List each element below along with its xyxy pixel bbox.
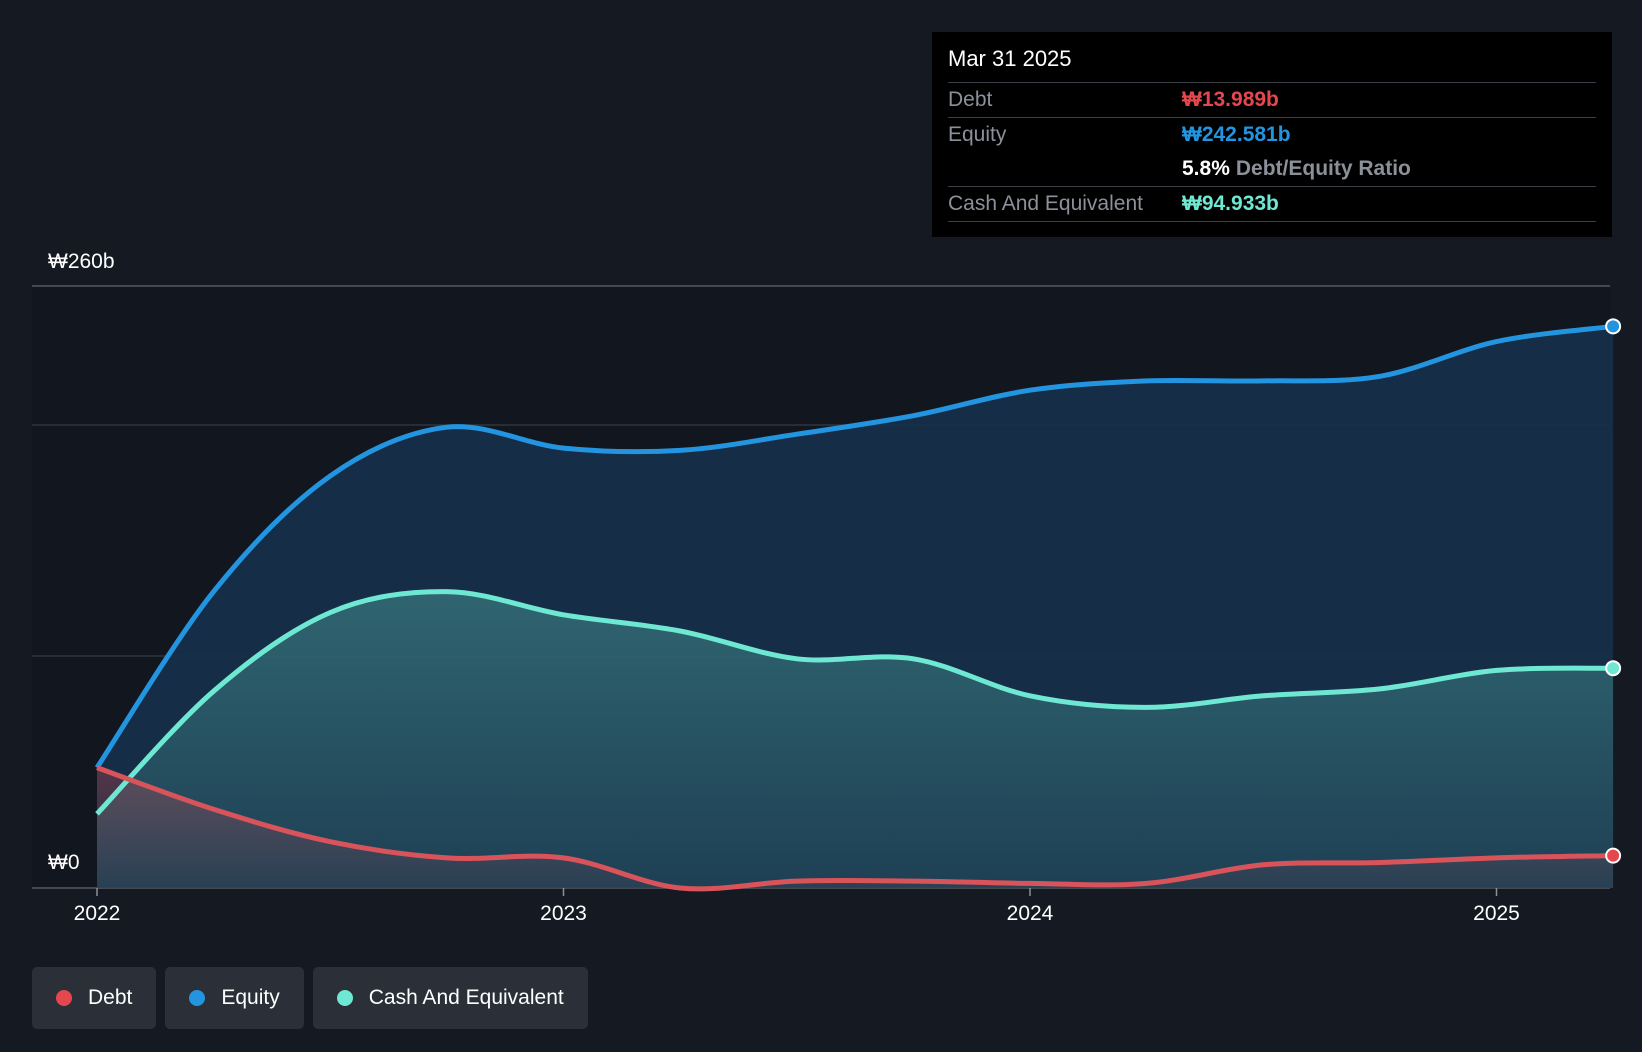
y-tick-label-top: ₩260b	[48, 250, 115, 273]
legend-item-equity[interactable]: Equity	[165, 967, 304, 1029]
legend-dot-cash	[336, 990, 353, 1006]
tooltip-equity-value: ₩242.581b	[1182, 123, 1291, 146]
tooltip-ratio-label: Debt/Equity Ratio	[1235, 157, 1411, 180]
end-markers	[1605, 318, 1622, 864]
end-marker-debt	[1605, 847, 1622, 864]
tooltip-cash-value: ₩94.933b	[1182, 192, 1279, 215]
tooltip-cash-row: Cash And Equivalent ₩94.933b	[948, 186, 1596, 222]
tooltip-ratio-row: 5.8% Debt/Equity Ratio	[948, 152, 1596, 186]
x-tick-label: 2022	[74, 902, 121, 925]
x-axis-ticks: 2022 2023 2024 2025	[74, 888, 1520, 925]
y-tick-label-bottom: ₩0	[48, 851, 80, 874]
x-tick-label: 2025	[1473, 902, 1520, 925]
tooltip-panel: Mar 31 2025 Debt ₩13.989b Equity ₩242.58…	[932, 32, 1612, 237]
legend-label-equity: Equity	[221, 986, 280, 1009]
end-marker-equity	[1605, 318, 1622, 335]
legend-dot-equity	[189, 990, 206, 1006]
legend-item-cash[interactable]: Cash And Equivalent	[312, 967, 588, 1029]
legend-dot-debt	[56, 990, 72, 1006]
tooltip-ratio-value: 5.8%	[1182, 157, 1230, 180]
cash-area	[97, 591, 1614, 888]
tooltip-date: Mar 31 2025	[948, 46, 1072, 71]
legend-label-debt: Debt	[88, 986, 133, 1009]
tooltip-debt-label: Debt	[948, 88, 993, 111]
tooltip-equity-row: Equity ₩242.581b	[948, 117, 1596, 152]
x-tick-label: 2024	[1007, 902, 1054, 925]
debt-line	[96, 765, 1614, 892]
x-tick-label: 2023	[540, 902, 587, 925]
legend-label-cash: Cash And Equivalent	[368, 986, 564, 1009]
legend-item-debt[interactable]: Debt	[32, 967, 157, 1029]
tooltip-debt-value: ₩13.989b	[1182, 88, 1279, 111]
tooltip-cash-label: Cash And Equivalent	[948, 192, 1143, 215]
cash-line	[95, 589, 1614, 816]
end-marker-cash	[1605, 660, 1622, 677]
tooltip-debt-row: Debt ₩13.989b	[948, 82, 1596, 117]
chart-legend: Debt Equity Cash And Equivalent	[32, 967, 588, 1029]
tooltip-equity-label: Equity	[948, 123, 1007, 146]
equity-line	[94, 323, 1614, 769]
